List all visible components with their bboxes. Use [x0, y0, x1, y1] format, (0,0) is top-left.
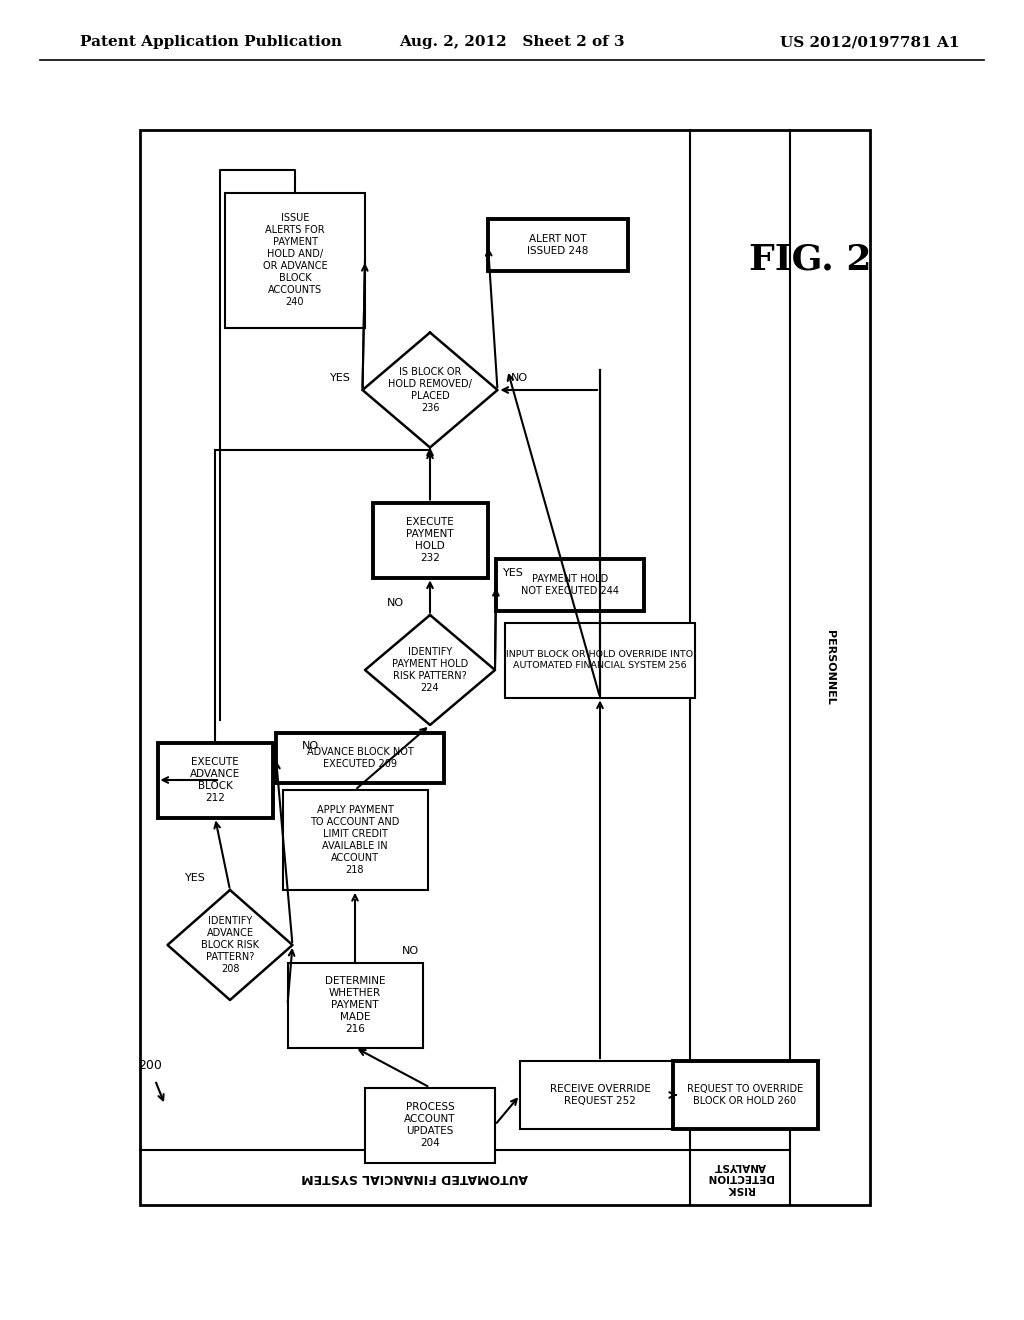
- Text: IS BLOCK OR
HOLD REMOVED/
PLACED
236: IS BLOCK OR HOLD REMOVED/ PLACED 236: [388, 367, 472, 413]
- Bar: [288, 962, 423, 1048]
- Bar: [276, 733, 444, 783]
- Bar: [373, 503, 487, 578]
- Text: US 2012/0197781 A1: US 2012/0197781 A1: [780, 36, 959, 49]
- Bar: [283, 789, 427, 890]
- Text: INPUT BLOCK OR HOLD OVERRIDE INTO
AUTOMATED FINANCIAL SYSTEM 256: INPUT BLOCK OR HOLD OVERRIDE INTO AUTOMA…: [507, 651, 693, 669]
- Text: RECEIVE OVERRIDE
REQUEST 252: RECEIVE OVERRIDE REQUEST 252: [550, 1084, 650, 1106]
- Text: EXECUTE
PAYMENT
HOLD
232: EXECUTE PAYMENT HOLD 232: [407, 517, 454, 564]
- Text: NO: NO: [511, 374, 528, 383]
- Text: EXECUTE
ADVANCE
BLOCK
212: EXECUTE ADVANCE BLOCK 212: [189, 756, 240, 803]
- Text: ISSUE
ALERTS FOR
PAYMENT
HOLD AND/
OR ADVANCE
BLOCK
ACCOUNTS
240: ISSUE ALERTS FOR PAYMENT HOLD AND/ OR AD…: [263, 213, 328, 308]
- Text: IDENTIFY
ADVANCE
BLOCK RISK
PATTERN?
208: IDENTIFY ADVANCE BLOCK RISK PATTERN? 208: [201, 916, 259, 974]
- Text: Aug. 2, 2012   Sheet 2 of 3: Aug. 2, 2012 Sheet 2 of 3: [399, 36, 625, 49]
- Polygon shape: [365, 615, 495, 725]
- Text: FIG. 2: FIG. 2: [749, 243, 871, 277]
- Bar: [520, 1061, 680, 1129]
- Text: ADVANCE BLOCK NOT
EXECUTED 209: ADVANCE BLOCK NOT EXECUTED 209: [306, 747, 414, 770]
- Text: 200: 200: [138, 1059, 162, 1072]
- Text: NO: NO: [386, 598, 403, 609]
- Text: PROCESS
ACCOUNT
UPDATES
204: PROCESS ACCOUNT UPDATES 204: [404, 1102, 456, 1148]
- Text: DETERMINE
WHETHER
PAYMENT
MADE
216: DETERMINE WHETHER PAYMENT MADE 216: [325, 975, 385, 1034]
- Text: AUTOMATED FINANCIAL SYSTEM: AUTOMATED FINANCIAL SYSTEM: [302, 1171, 528, 1184]
- Text: APPLY PAYMENT
TO ACCOUNT AND
LIMIT CREDIT
AVAILABLE IN
ACCOUNT
218: APPLY PAYMENT TO ACCOUNT AND LIMIT CREDI…: [310, 805, 399, 875]
- Text: NO: NO: [302, 741, 319, 751]
- Text: IDENTIFY
PAYMENT HOLD
RISK PATTERN?
224: IDENTIFY PAYMENT HOLD RISK PATTERN? 224: [392, 647, 468, 693]
- Bar: [673, 1061, 817, 1129]
- Bar: [505, 623, 695, 697]
- Bar: [140, 129, 870, 1205]
- Text: YES: YES: [330, 374, 351, 383]
- Bar: [365, 1088, 495, 1163]
- Polygon shape: [168, 890, 293, 1001]
- Text: YES: YES: [184, 873, 206, 883]
- Polygon shape: [362, 333, 498, 447]
- Text: REQUEST TO OVERRIDE
BLOCK OR HOLD 260: REQUEST TO OVERRIDE BLOCK OR HOLD 260: [687, 1084, 803, 1106]
- Text: PERSONNEL: PERSONNEL: [825, 630, 835, 705]
- Text: RISK
DETECTION
ANALYST: RISK DETECTION ANALYST: [707, 1160, 773, 1195]
- Text: YES: YES: [503, 568, 523, 578]
- Bar: [158, 742, 272, 817]
- Bar: [225, 193, 365, 327]
- Bar: [496, 558, 644, 611]
- Text: ALERT NOT
ISSUED 248: ALERT NOT ISSUED 248: [527, 234, 589, 256]
- Text: Patent Application Publication: Patent Application Publication: [80, 36, 342, 49]
- Bar: [488, 219, 628, 271]
- Text: PAYMENT HOLD
NOT EXECUTED 244: PAYMENT HOLD NOT EXECUTED 244: [521, 574, 618, 597]
- Text: NO: NO: [401, 945, 419, 956]
